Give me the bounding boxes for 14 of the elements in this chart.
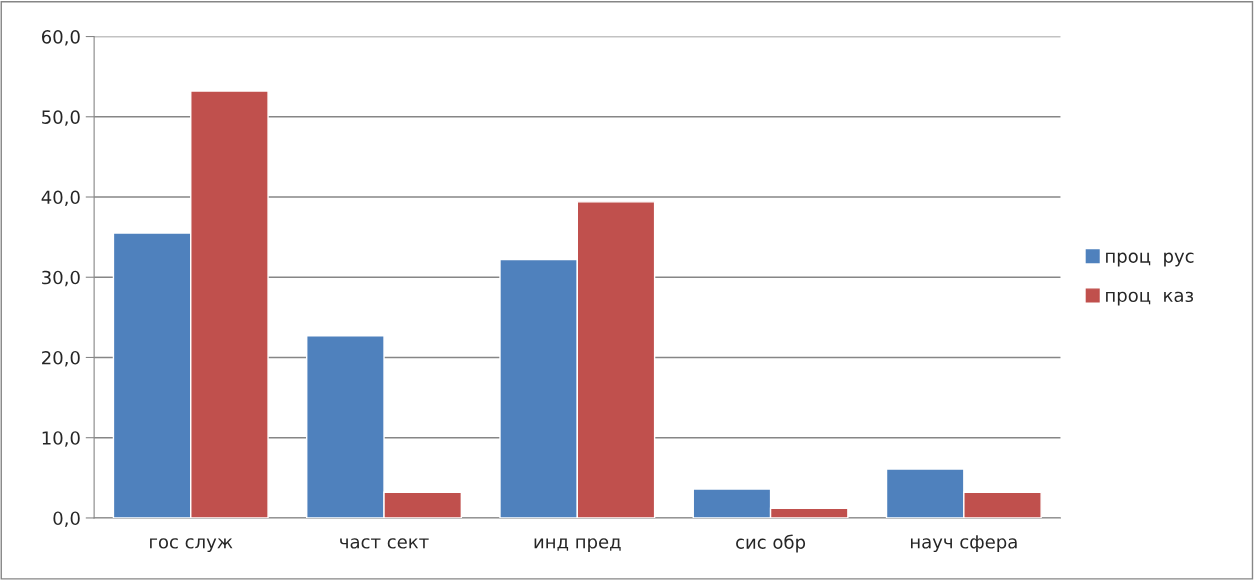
x-tick-label: гос служ — [150, 538, 233, 553]
y-tick-label: 20,0 — [42, 350, 80, 367]
y-tick-label: 10,0 — [42, 431, 80, 447]
y-tick-label: 30,0 — [42, 270, 80, 287]
x-tick-label: науч сфера — [911, 535, 1017, 553]
legend-label: проц рус — [1106, 252, 1194, 267]
x-tick-label: част сект — [340, 538, 429, 549]
x-tick-label: сис обр — [736, 534, 806, 553]
y-tick-label: 60,0 — [41, 30, 80, 46]
y-tick-label: 0,0 — [53, 511, 80, 527]
x-tick-label: инд пред — [534, 538, 621, 553]
legend-label: проц каз — [1106, 291, 1194, 306]
y-tick-label: 40,0 — [41, 190, 80, 206]
y-tick-label: 50,0 — [42, 110, 80, 126]
